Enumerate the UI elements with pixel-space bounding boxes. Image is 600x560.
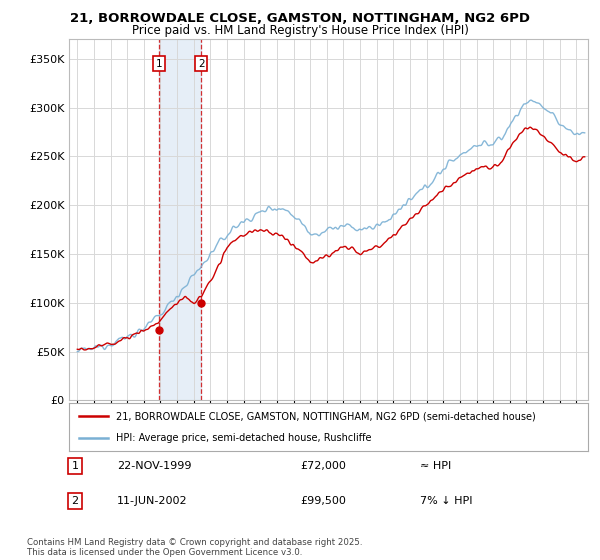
Text: 1: 1 bbox=[71, 461, 79, 471]
Text: HPI: Average price, semi-detached house, Rushcliffe: HPI: Average price, semi-detached house,… bbox=[116, 433, 371, 443]
Text: £99,500: £99,500 bbox=[300, 496, 346, 506]
Text: 7% ↓ HPI: 7% ↓ HPI bbox=[420, 496, 473, 506]
Text: 2: 2 bbox=[198, 59, 205, 69]
Text: 21, BORROWDALE CLOSE, GAMSTON, NOTTINGHAM, NG2 6PD (semi-detached house): 21, BORROWDALE CLOSE, GAMSTON, NOTTINGHA… bbox=[116, 411, 535, 421]
Text: 22-NOV-1999: 22-NOV-1999 bbox=[117, 461, 191, 471]
Text: ≈ HPI: ≈ HPI bbox=[420, 461, 451, 471]
Text: 2: 2 bbox=[71, 496, 79, 506]
Text: £72,000: £72,000 bbox=[300, 461, 346, 471]
Bar bbox=[159, 39, 201, 400]
Text: 21, BORROWDALE CLOSE, GAMSTON, NOTTINGHAM, NG2 6PD: 21, BORROWDALE CLOSE, GAMSTON, NOTTINGHA… bbox=[70, 12, 530, 25]
Text: 1: 1 bbox=[155, 59, 162, 69]
Text: Contains HM Land Registry data © Crown copyright and database right 2025.
This d: Contains HM Land Registry data © Crown c… bbox=[27, 538, 362, 557]
Text: 11-JUN-2002: 11-JUN-2002 bbox=[117, 496, 188, 506]
Text: Price paid vs. HM Land Registry's House Price Index (HPI): Price paid vs. HM Land Registry's House … bbox=[131, 24, 469, 36]
